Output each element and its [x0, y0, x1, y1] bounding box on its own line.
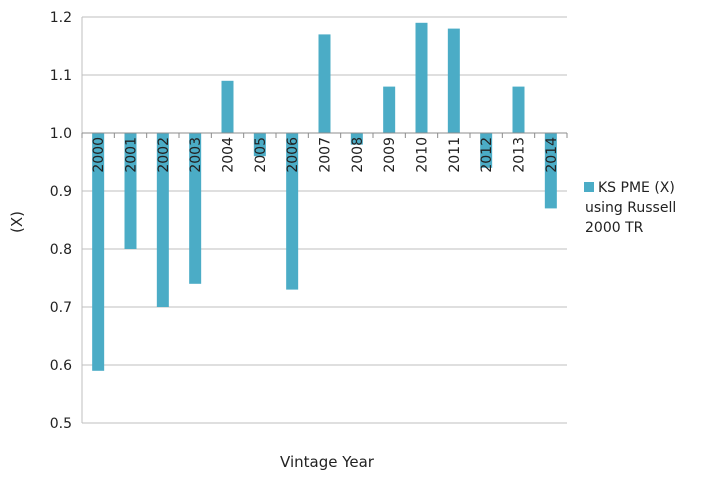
- category-label: 2007: [318, 137, 334, 173]
- bar: [286, 133, 299, 290]
- bar: [544, 133, 557, 209]
- y-tick-label: 0.7: [50, 300, 72, 316]
- legend-label-line-2: using Russell: [585, 200, 676, 216]
- y-tick-label: 1.0: [50, 126, 72, 142]
- bar: [447, 28, 460, 134]
- category-label: 2008: [350, 137, 366, 173]
- y-tick-label: 0.5: [50, 416, 72, 432]
- category-label: 2003: [188, 137, 204, 173]
- bar: [512, 86, 525, 133]
- category-label: 2013: [512, 137, 528, 173]
- y-tick-labels: 0.5 0.6 0.7 0.8 0.9 1.0 1.1 1.2: [50, 10, 72, 432]
- category-label: 2012: [479, 137, 495, 173]
- bar: [156, 133, 169, 307]
- category-label: 2004: [221, 137, 237, 173]
- legend-label-line-1: KS PME (X): [598, 180, 675, 196]
- category-label: 2002: [156, 137, 172, 173]
- legend-label-line-3: 2000 TR: [585, 220, 644, 236]
- bar: [480, 133, 493, 168]
- bar: [415, 22, 428, 133]
- bar: [221, 80, 234, 133]
- bar: [383, 86, 396, 133]
- x-axis-title: Vintage Year: [280, 453, 375, 471]
- bar: [350, 133, 363, 145]
- y-tick-label: 0.8: [50, 242, 72, 258]
- category-label: 2001: [124, 137, 140, 173]
- category-label: 2014: [544, 137, 560, 173]
- bar: [318, 34, 331, 133]
- category-label: 2010: [415, 137, 431, 173]
- category-label: 2006: [285, 137, 301, 173]
- y-tick-label: 1.2: [50, 10, 72, 26]
- bar: [253, 133, 266, 157]
- category-label: 2005: [253, 137, 269, 173]
- bars: [92, 22, 557, 371]
- y-tick-label: 1.1: [50, 68, 72, 84]
- category-label: 2009: [382, 137, 398, 173]
- y-tick-label: 0.6: [50, 358, 72, 374]
- axes: [81, 17, 568, 423]
- legend: KS PME (X) using Russell 2000 TR: [584, 180, 676, 236]
- bar: [189, 133, 202, 284]
- legend-swatch: [584, 182, 594, 192]
- y-tick-label: 0.9: [50, 184, 72, 200]
- category-label: 2011: [447, 137, 463, 173]
- category-labels: 2000 2001 2002 2003 2004 2005 2006 2007 2008 2009…: [91, 137, 560, 173]
- bar: [92, 133, 105, 371]
- bar: [124, 133, 137, 249]
- category-label: 2000: [91, 137, 107, 173]
- y-axis-title: (X): [8, 211, 26, 233]
